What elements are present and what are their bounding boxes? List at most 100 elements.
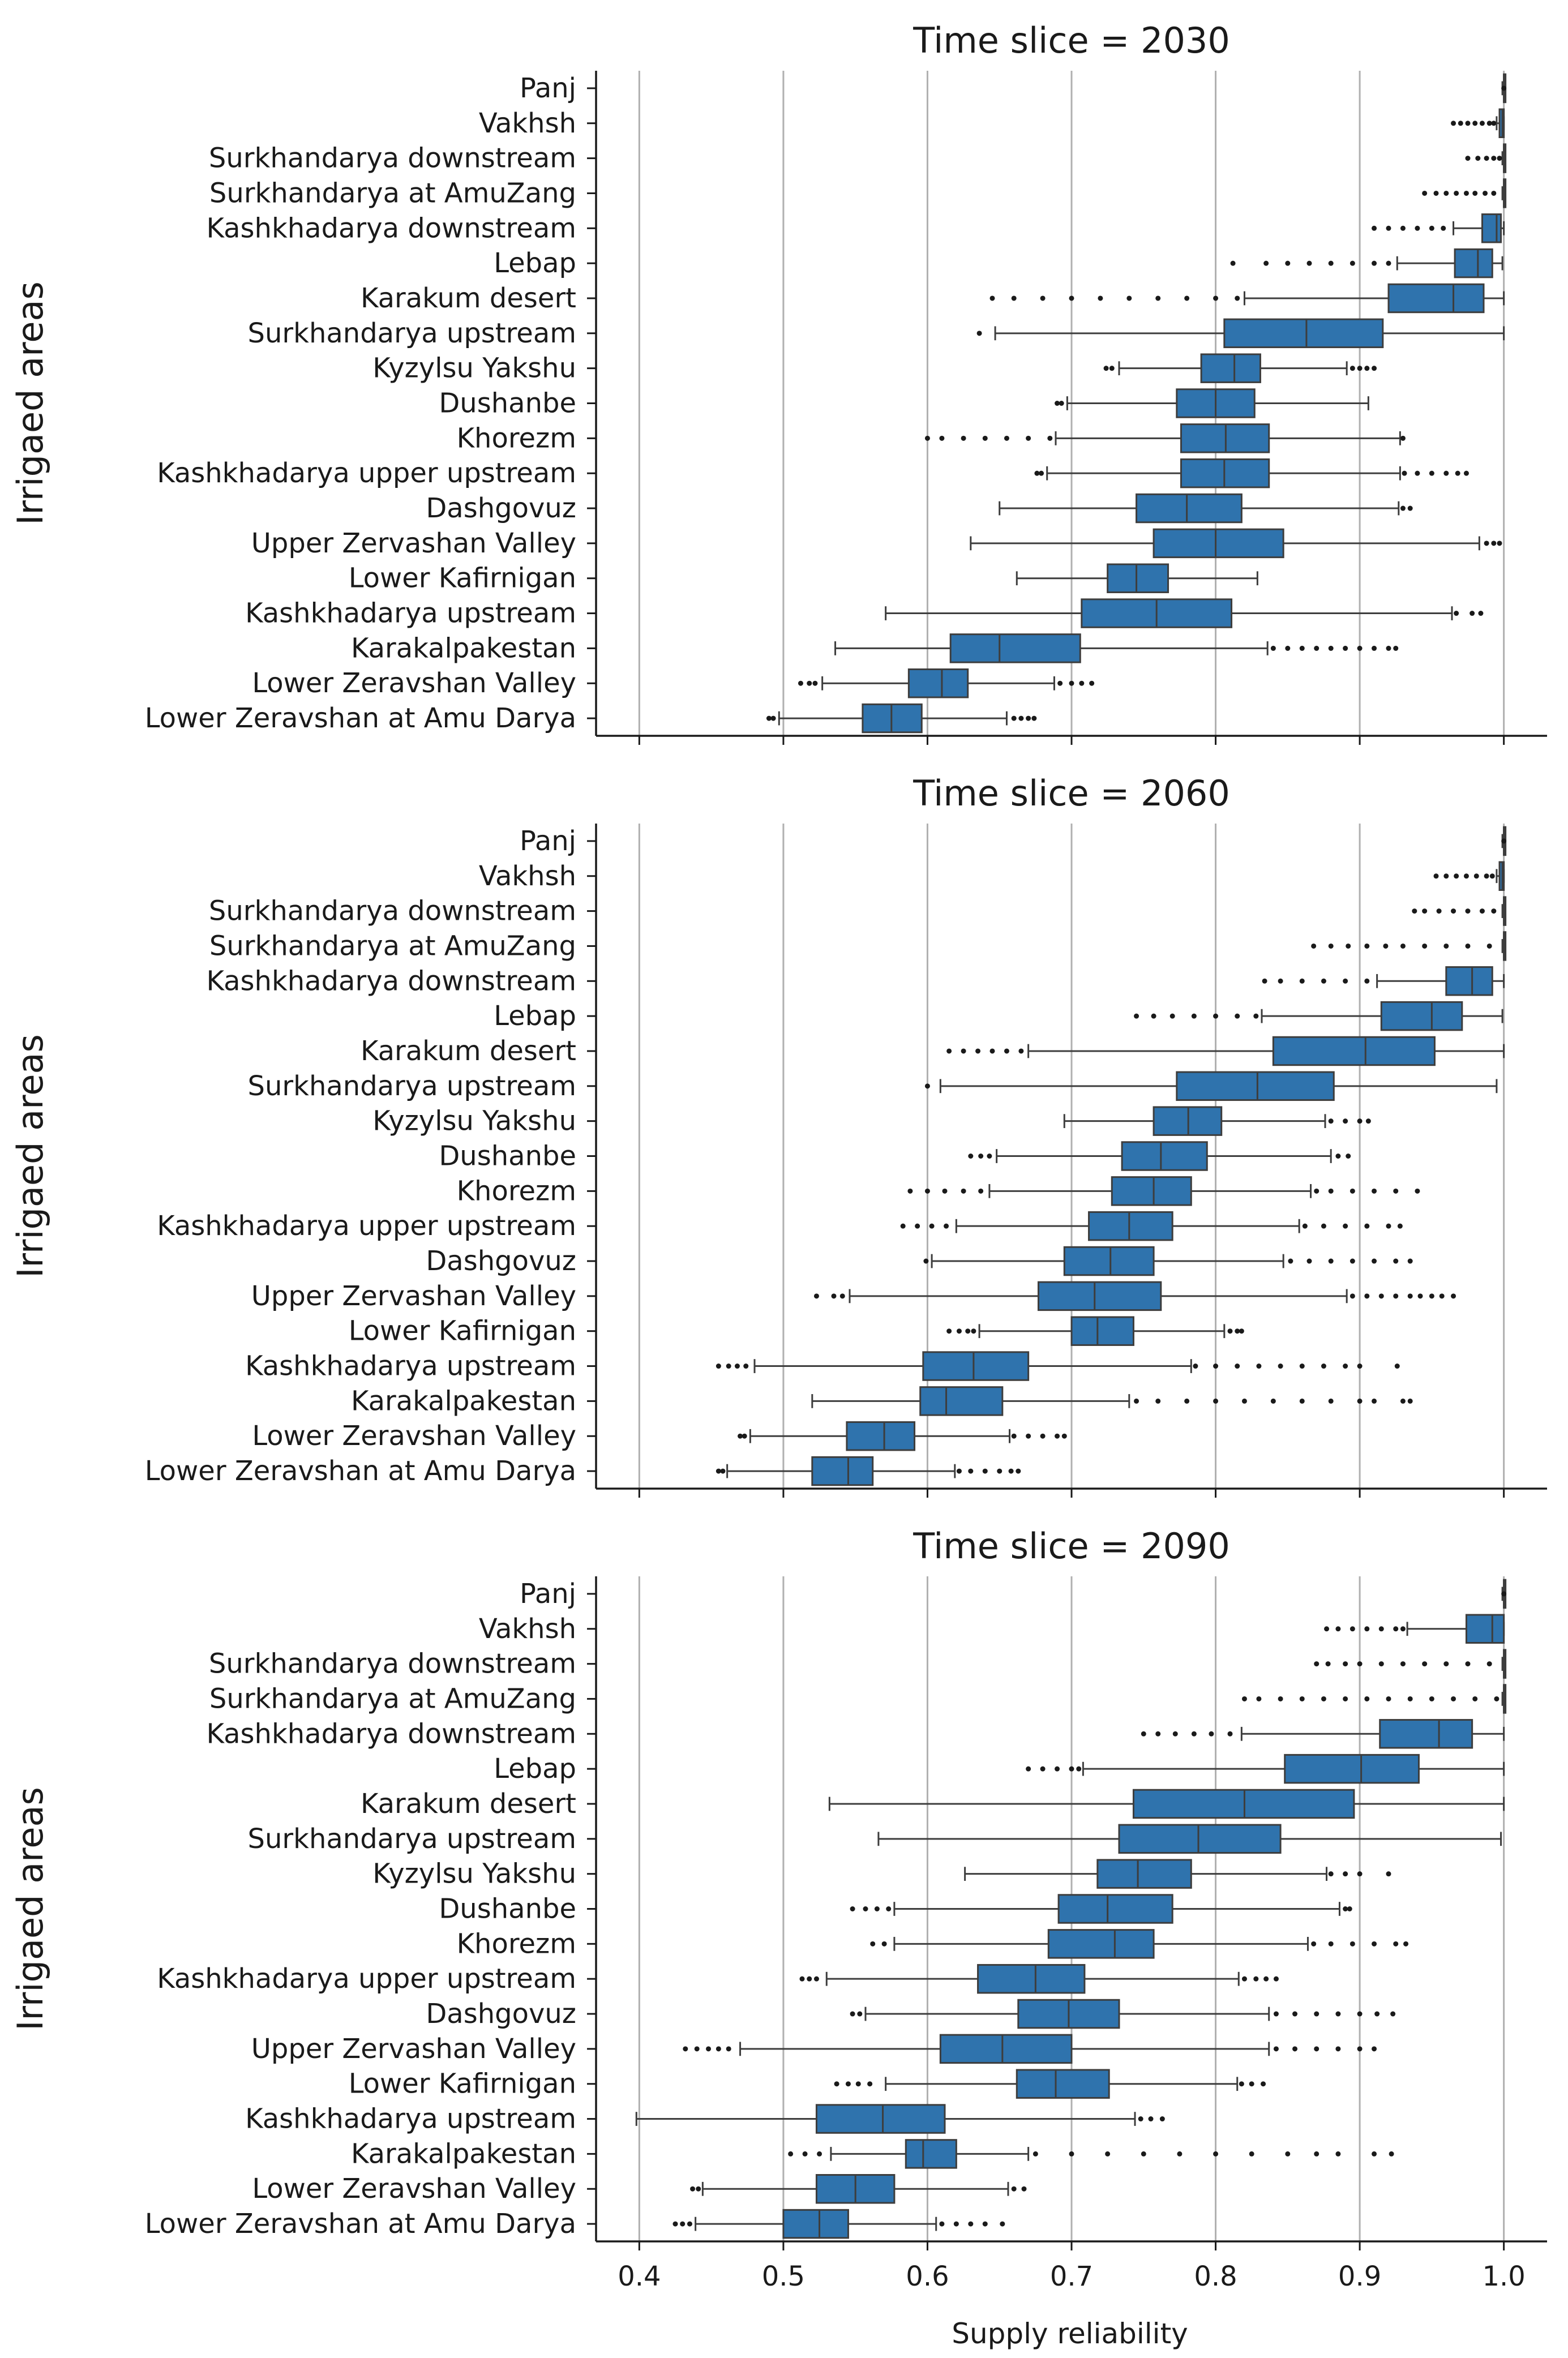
outlier-point: [1213, 1013, 1219, 1019]
outlier-point: [1491, 541, 1497, 546]
box-vakhsh: [1433, 861, 1505, 891]
outlier-point: [1314, 2151, 1319, 2157]
category-label: Surkhandarya at AmuZang: [209, 177, 576, 209]
box-surkhandarya-upstream: [877, 1824, 1502, 1854]
outlier-point: [1241, 1976, 1247, 1982]
outlier-point: [834, 2081, 839, 2087]
outlier-point: [1069, 1766, 1074, 1772]
box-iqr: [1107, 563, 1169, 593]
box-kashkhadarya-upstream: [716, 1351, 1400, 1381]
outlier-point: [971, 1328, 976, 1334]
outlier-point: [881, 1941, 887, 1947]
category-label: Lower Kafirnigan: [349, 1315, 576, 1347]
outlier-point: [1155, 1398, 1161, 1404]
outlier-point: [687, 2221, 692, 2227]
outlier-point: [1403, 1941, 1409, 1947]
outlier-point: [929, 1223, 935, 1229]
outlier-point: [982, 1468, 988, 1474]
outlier-point: [1253, 1976, 1259, 1982]
box-iqr: [1070, 1316, 1134, 1346]
category-label: Dashgovuz: [426, 492, 576, 524]
box-dashgovuz: [999, 493, 1413, 524]
box-iqr: [1176, 1071, 1335, 1101]
outlier-point: [1372, 2046, 1377, 2052]
outlier-point: [1372, 366, 1377, 371]
outlier-point: [1004, 1048, 1009, 1054]
outlier-point: [1026, 435, 1031, 441]
outlier-point: [1415, 225, 1420, 231]
outlier-point: [1483, 190, 1488, 196]
box-kashkhadarya-upper-upstream: [799, 1963, 1279, 1994]
box-panj: [1501, 73, 1507, 104]
outlier-point: [1433, 190, 1439, 196]
x-tick-label: 0.6: [906, 2261, 949, 2292]
outlier-point: [1372, 1188, 1377, 1194]
box-dushanbe: [968, 1141, 1351, 1171]
box-lebap: [1230, 248, 1503, 278]
outlier-point: [1299, 1398, 1305, 1404]
box-karakum-desert: [828, 1789, 1505, 1819]
category-label: Vakhsh: [479, 108, 576, 139]
box-kashkhadarya-upper-upstream: [1034, 458, 1469, 488]
box-upper-zervashan-valley: [683, 2034, 1377, 2064]
outlier-point: [1451, 1696, 1456, 1701]
outlier-point: [1349, 366, 1355, 371]
outlier-point: [1463, 470, 1469, 476]
outlier-point: [1141, 2151, 1146, 2157]
outlier-point: [1235, 1013, 1240, 1019]
outlier-point: [1501, 85, 1507, 91]
box-iqr: [1465, 1614, 1505, 1644]
category-label: Kyzylsu Yakshu: [372, 1105, 576, 1137]
outlier-point: [961, 1188, 966, 1194]
outlier-point: [1465, 1661, 1471, 1667]
outlier-point: [907, 1188, 913, 1194]
box-khorezm: [907, 1176, 1420, 1206]
outlier-point: [1347, 1906, 1352, 1911]
box-karakalpakestan: [811, 1386, 1413, 1416]
category-label: Vakhsh: [479, 1613, 576, 1645]
outlier-point: [1191, 1731, 1197, 1737]
outlier-point: [1407, 1293, 1413, 1299]
box-iqr: [1047, 1929, 1155, 1959]
outlier-point: [1407, 1258, 1413, 1264]
category-label: Lower Zeravshan Valley: [252, 1420, 576, 1452]
category-label: Kashkhadarya upstream: [245, 1351, 576, 1382]
outlier-point: [1372, 1258, 1377, 1264]
box-iqr: [1379, 1719, 1473, 1749]
x-tick-label: 0.5: [762, 2261, 805, 2292]
outlier-point: [1443, 943, 1449, 949]
outlier-point: [1126, 295, 1132, 301]
outlier-point: [1397, 1223, 1403, 1229]
outlier-point: [1372, 260, 1377, 266]
outlier-point: [1357, 366, 1363, 371]
outlier-point: [915, 1223, 920, 1229]
box-iqr: [1272, 1036, 1436, 1066]
outlier-point: [1039, 470, 1044, 476]
box-kashkhadarya-upper-upstream: [900, 1211, 1403, 1241]
outlier-point: [968, 1154, 974, 1159]
outlier-point: [813, 1976, 819, 1982]
box-iqr: [1063, 1246, 1155, 1276]
outlier-point: [1103, 366, 1109, 371]
outlier-point: [798, 680, 803, 686]
outlier-point: [1451, 121, 1456, 126]
outlier-point: [1059, 401, 1064, 406]
outlier-point: [1172, 1731, 1178, 1737]
outlier-point: [1278, 1696, 1283, 1701]
outlier-point: [1479, 121, 1485, 126]
outlier-point: [1378, 1293, 1384, 1299]
outlier-point: [1314, 2046, 1319, 2052]
outlier-point: [1400, 505, 1406, 511]
outlier-point: [1314, 2011, 1319, 2017]
box-iqr: [1454, 248, 1493, 278]
box-surkhandarya-at-amuzang: [1241, 1684, 1507, 1714]
box-iqr: [1111, 1176, 1192, 1206]
outlier-point: [1386, 1223, 1391, 1229]
outlier-point: [1134, 1398, 1139, 1404]
outlier-point: [1357, 1364, 1363, 1369]
box-surkhandarya-downstream: [1412, 896, 1507, 926]
x-axis-label: Supply reliability: [952, 2317, 1188, 2350]
category-label: Karakalpakestan: [351, 2138, 576, 2170]
category-label: Lower Zeravshan at Amu Darya: [145, 1455, 576, 1487]
box-iqr: [919, 1386, 1004, 1416]
